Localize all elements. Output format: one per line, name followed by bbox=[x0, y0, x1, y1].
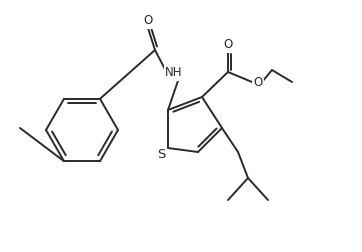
Text: O: O bbox=[223, 39, 233, 51]
Text: S: S bbox=[157, 147, 165, 161]
Text: NH: NH bbox=[165, 67, 183, 79]
Text: O: O bbox=[143, 15, 153, 27]
Text: O: O bbox=[253, 77, 262, 89]
